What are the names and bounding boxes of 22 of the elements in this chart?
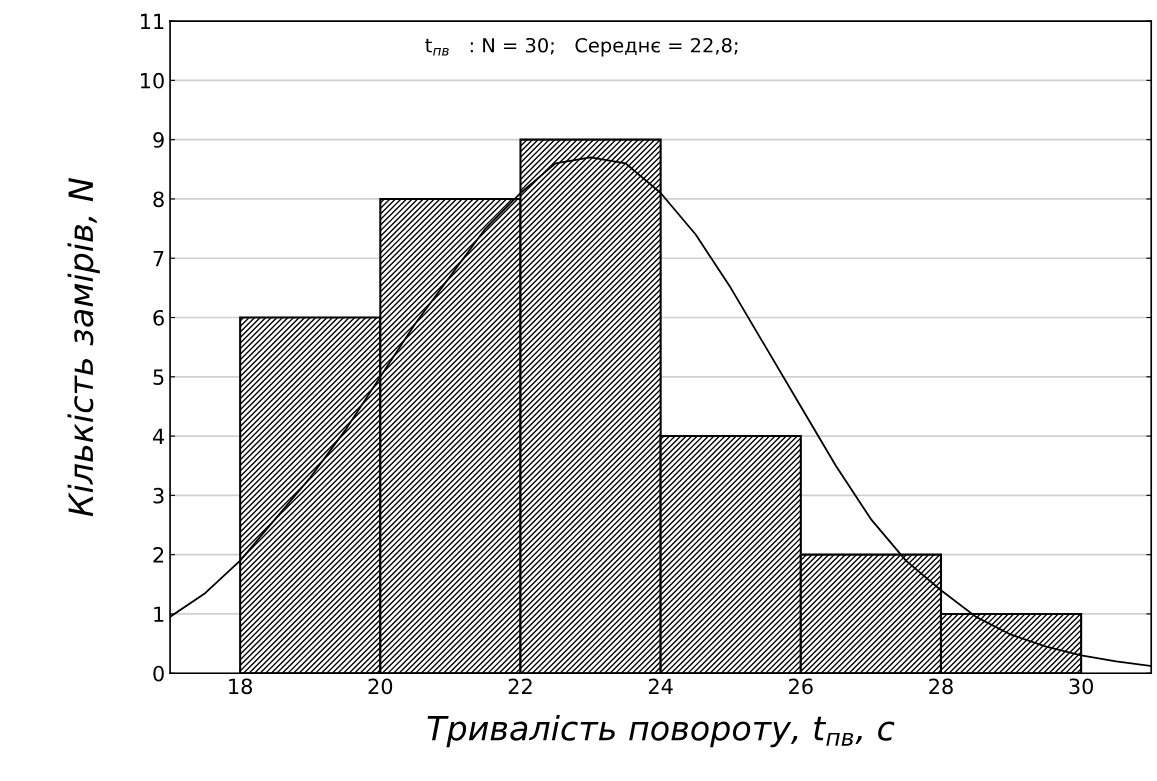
x-tick-label: 20 bbox=[368, 678, 393, 695]
y-tick-label: 3 bbox=[153, 487, 164, 504]
x-tick-label: 30 bbox=[1069, 678, 1094, 695]
y-tick-label: 4 bbox=[152, 428, 165, 444]
x-tick-label: 18 bbox=[229, 678, 252, 695]
y-tick-label: 0 bbox=[153, 665, 164, 682]
y-tick-label: 6 bbox=[153, 309, 164, 326]
x-tick-label: 22 bbox=[508, 678, 532, 694]
y-tick-label: 8 bbox=[153, 191, 164, 208]
y-tick-label: 2 bbox=[153, 547, 164, 563]
x-tick-label: 26 bbox=[789, 678, 813, 695]
x-axis-title: Тривалість повороту, t$_{пв}$, с bbox=[427, 714, 895, 748]
x-tick-label: 24 bbox=[648, 678, 673, 694]
y-tick-label: 9 bbox=[153, 132, 164, 148]
y-tick-label: 11 bbox=[141, 13, 164, 29]
y-axis-title: Кількість замірів, N bbox=[67, 178, 100, 517]
y-tick-label: 1 bbox=[154, 606, 164, 622]
text: t$_{пв}$ : N = 30; Середнє = 22,8; bbox=[425, 37, 738, 57]
x-tick-label: 28 bbox=[929, 678, 953, 695]
y-tick-label: 7 bbox=[153, 250, 164, 267]
y-tick-label: 5 bbox=[153, 369, 164, 386]
y-tick-label: 10 bbox=[141, 72, 164, 89]
